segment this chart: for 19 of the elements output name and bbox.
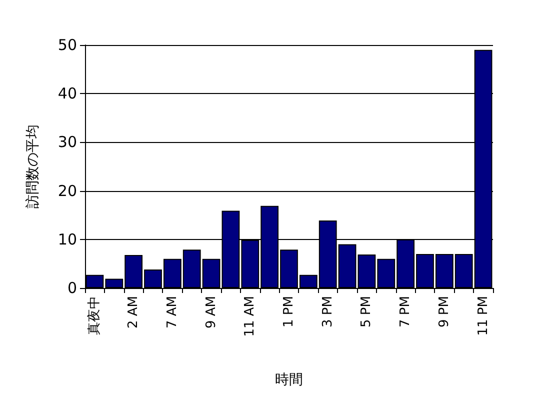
y-tick-label: 50 <box>58 36 77 54</box>
x-tick-label: 9 AM <box>204 296 219 329</box>
x-axis-title: 時間 <box>275 372 303 388</box>
x-tick-label: 9 PM <box>436 296 452 328</box>
x-tick-label: 11 PM <box>476 296 491 336</box>
y-axis-title: 訪問数の平均 <box>25 124 41 208</box>
x-tick-label: 7 PM <box>398 296 414 328</box>
x-tick-label: 5 PM <box>359 296 374 328</box>
y-tick-label: 20 <box>58 182 77 200</box>
x-tick-label: 7 AM <box>164 296 180 329</box>
y-tick-label: 40 <box>58 84 77 103</box>
x-tick-label: 3 PM <box>320 296 336 328</box>
x-tick-label: 11 AM <box>242 296 258 337</box>
x-tick-label: 真夜中 <box>86 296 102 335</box>
y-tick-label: 30 <box>58 133 77 152</box>
y-tick-label: 0 <box>67 279 77 297</box>
x-tick-label: 1 PM <box>282 296 296 328</box>
x-tick-label: 2 AM <box>126 296 142 329</box>
y-tick-label: 10 <box>58 230 77 248</box>
